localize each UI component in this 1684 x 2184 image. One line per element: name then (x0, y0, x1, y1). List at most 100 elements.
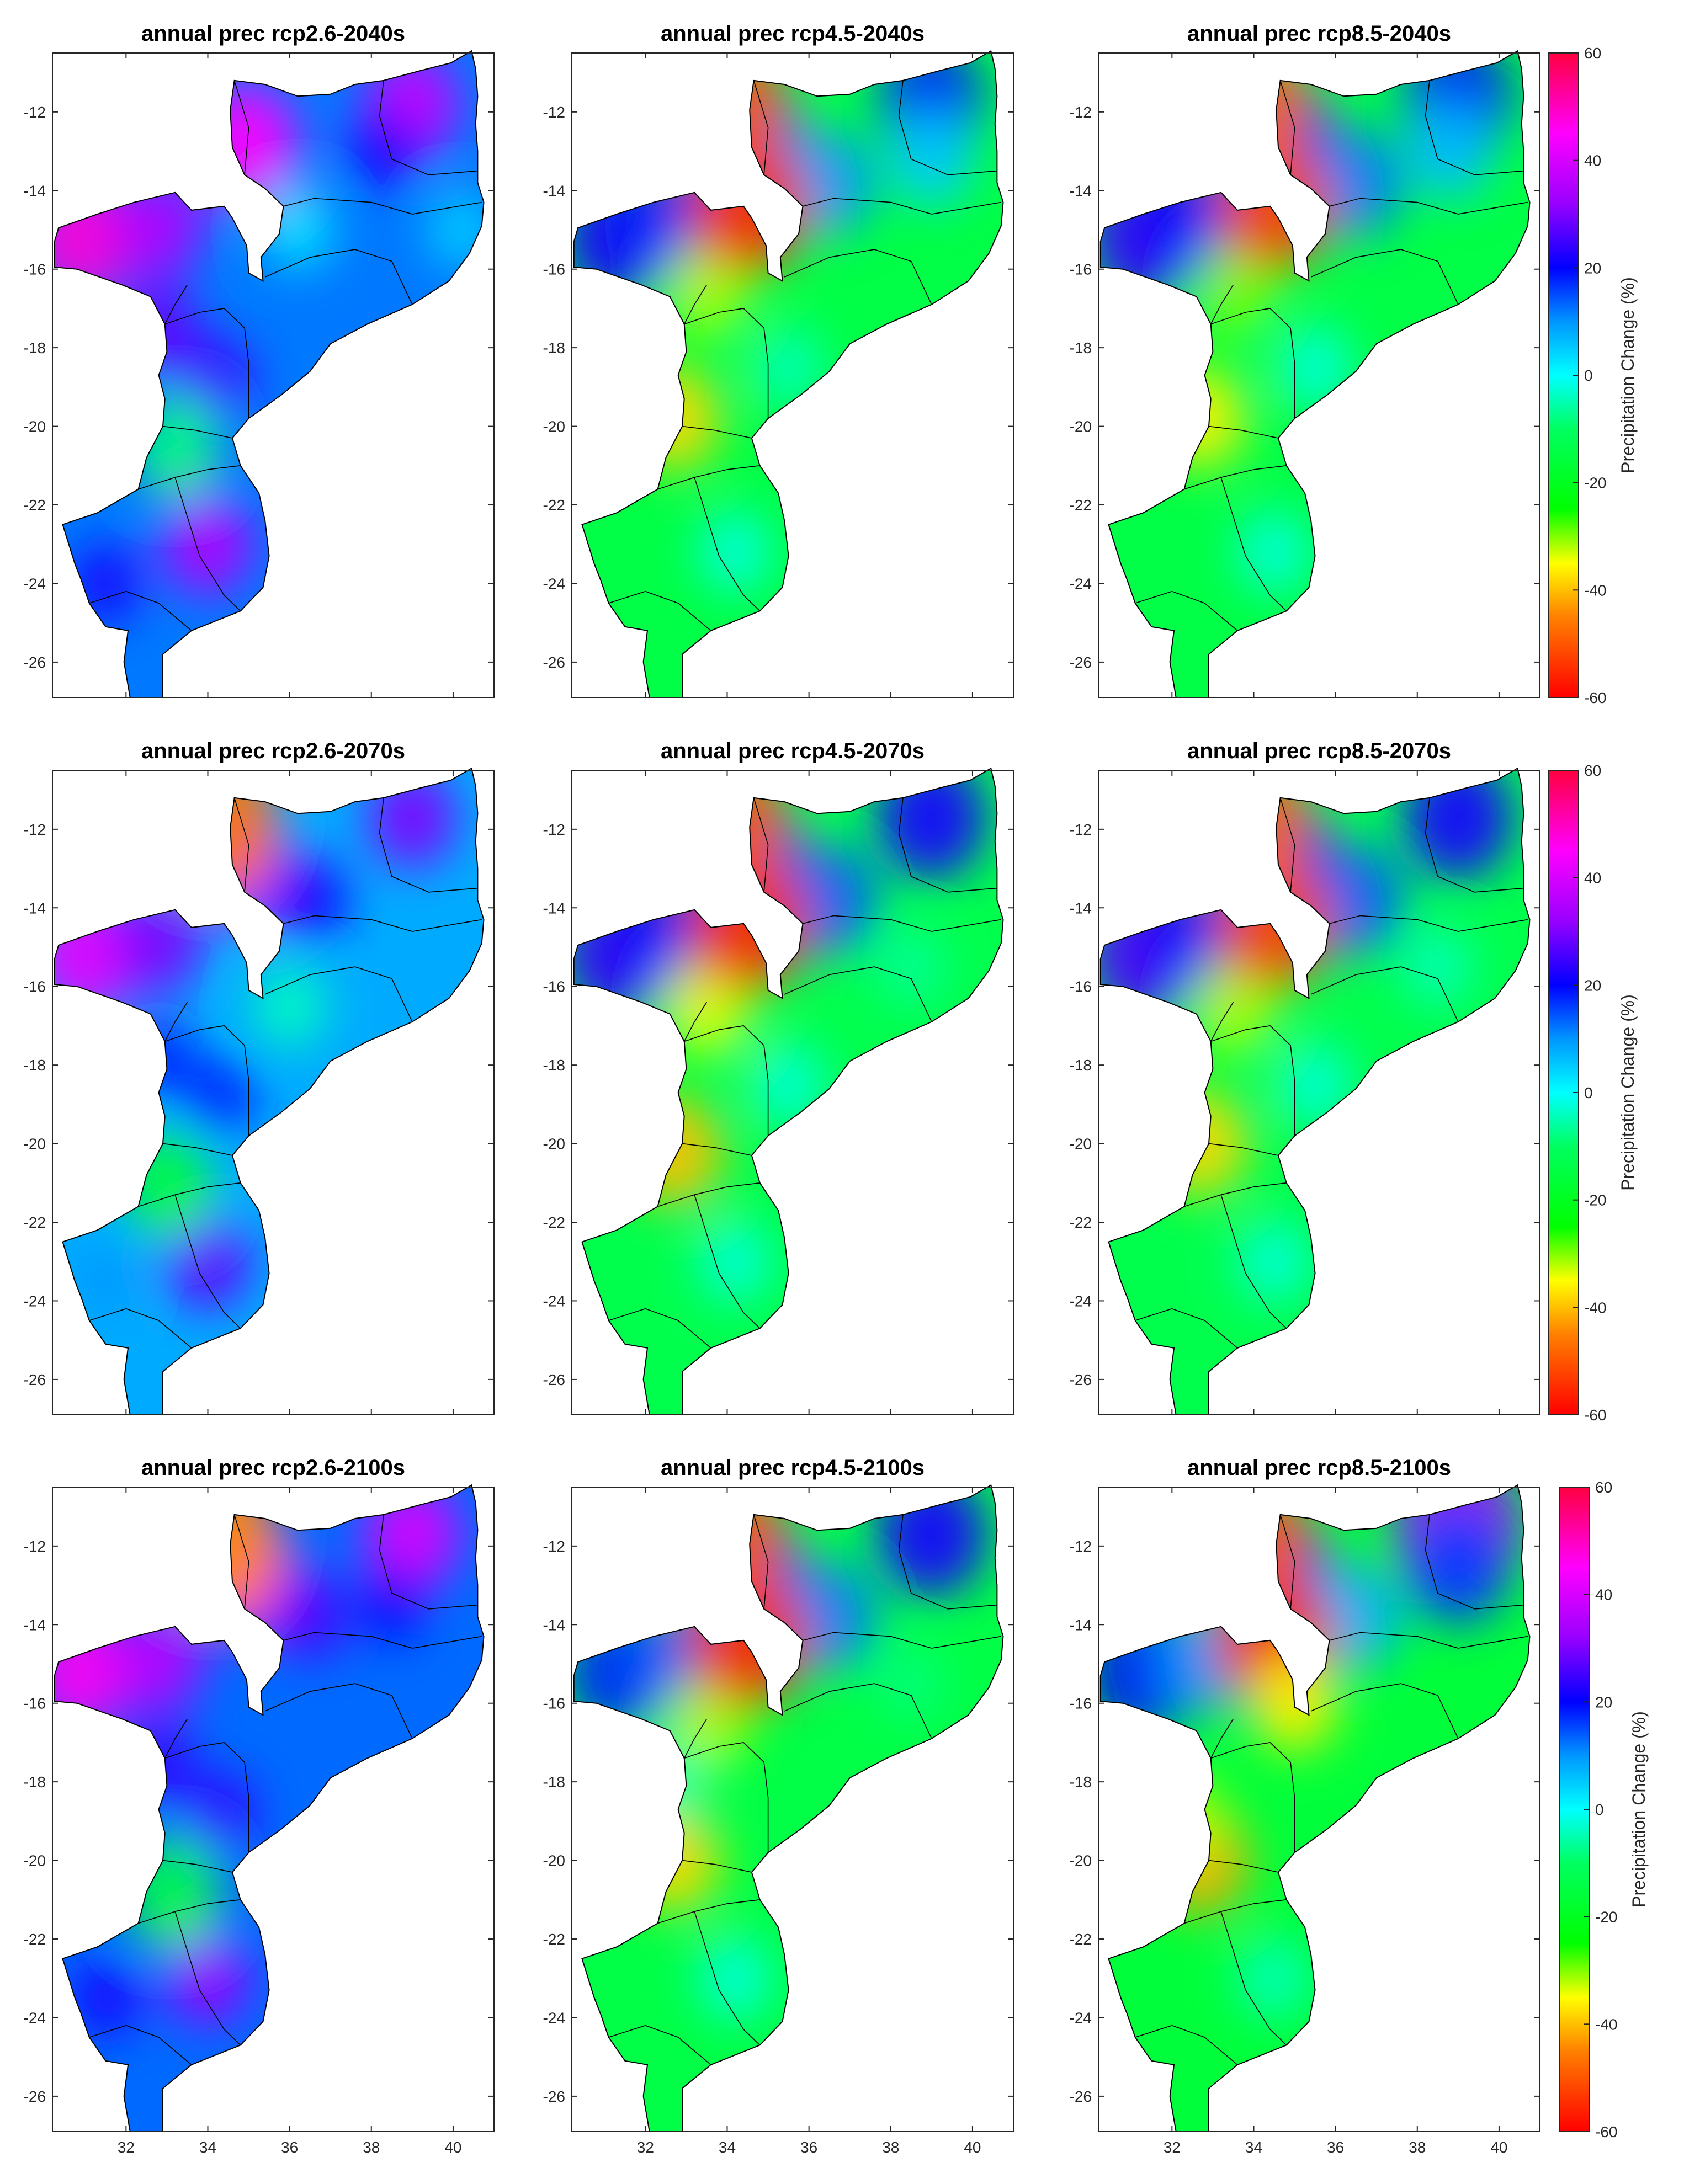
y-tick-label: -18 (1070, 339, 1092, 356)
province-border (1425, 80, 1524, 175)
colorbar-tick-label: -40 (1595, 2016, 1617, 2033)
y-tick-label: -20 (1070, 418, 1092, 435)
country-outline (1099, 50, 1531, 698)
province-border (1310, 966, 1459, 1022)
colorbar-tick-label: -20 (1584, 1192, 1606, 1209)
field-anomaly (1237, 1936, 1311, 2020)
province-border (657, 1182, 760, 1207)
country-outline (1099, 767, 1531, 1415)
province-border (1310, 1683, 1459, 1739)
x-tick-label: 32 (118, 2139, 135, 2156)
field-anomaly (1238, 1221, 1310, 1303)
province-border (379, 797, 478, 893)
field-anomaly (272, 856, 349, 944)
y-tick-label: -18 (24, 339, 46, 356)
province-border (694, 1911, 761, 2045)
y-tick-label: -22 (543, 497, 565, 514)
province-border (1184, 465, 1287, 490)
country-outline (573, 1484, 1004, 2132)
colorbar-tick-label: -60 (1584, 1407, 1606, 1424)
field-anomaly (753, 327, 824, 408)
x-tick-label: 34 (1245, 2139, 1262, 2156)
province-border (264, 966, 413, 1022)
province-border (89, 590, 192, 631)
province-border (164, 1025, 249, 1136)
province-border (1135, 590, 1238, 631)
province-border (283, 198, 482, 215)
axes-frame (1098, 770, 1540, 1415)
colorbar-label: Precipitation Change (%) (1618, 277, 1638, 473)
province-border (164, 1002, 188, 1042)
field-anomaly (252, 964, 327, 1048)
y-tick-label: -24 (543, 575, 565, 592)
province-border (1425, 1514, 1524, 1610)
colorbar-tick-label: 20 (1584, 977, 1601, 994)
colorbar-tick-label: 60 (1584, 762, 1601, 779)
country-outline (54, 1484, 485, 2132)
colorbar-tick-label: -60 (1595, 2123, 1617, 2140)
y-tick-label: -26 (24, 1371, 46, 1388)
province-border (608, 590, 711, 631)
x-tick-label: 36 (800, 2139, 817, 2156)
province-border (164, 1718, 188, 1759)
province-border (283, 1632, 482, 1649)
y-tick-label: -20 (24, 1852, 46, 1869)
province-border (1279, 80, 1295, 175)
y-tick-label: -26 (1070, 2088, 1092, 2105)
y-tick-label: -16 (1070, 978, 1092, 995)
colorbar-tick-label: 40 (1584, 870, 1601, 887)
province-border (608, 1308, 711, 1349)
province-border (1210, 1025, 1295, 1136)
province-border (1208, 1860, 1279, 1873)
y-tick-label: -26 (543, 2088, 565, 2105)
y-tick-label: -20 (1070, 1852, 1092, 1869)
province-border (684, 1025, 769, 1136)
x-tick-label: 36 (1327, 2139, 1344, 2156)
province-border (233, 80, 249, 175)
y-tick-label: -24 (543, 1292, 565, 1309)
colorbar-tick-label: 60 (1584, 45, 1601, 62)
y-tick-label: -16 (543, 261, 565, 278)
province-border (898, 1514, 997, 1610)
axes-frame (52, 52, 495, 698)
y-tick-label: -12 (1070, 104, 1092, 121)
y-tick-label: -24 (24, 2009, 46, 2026)
y-tick-label: -22 (1070, 497, 1092, 514)
province-border (1310, 249, 1459, 305)
panel-title: annual prec rcp2.6-2100s (141, 1456, 405, 1480)
axes-frame (571, 52, 1014, 698)
province-border (1184, 1899, 1287, 1924)
field-anomaly (71, 1958, 140, 2037)
y-tick-label: -16 (543, 978, 565, 995)
y-tick-label: -22 (24, 497, 46, 514)
province-border (784, 249, 932, 305)
field-anomaly (178, 336, 254, 422)
y-tick-label: -18 (1070, 1773, 1092, 1791)
province-border (164, 284, 188, 324)
field-anomaly (1405, 1506, 1511, 1626)
field-anomaly (272, 1574, 348, 1660)
field-anomaly (1278, 326, 1352, 409)
country-outline (54, 767, 485, 1415)
province-border (1184, 1182, 1287, 1207)
y-tick-label: -18 (24, 1773, 46, 1791)
y-tick-label: -14 (24, 899, 46, 917)
y-tick-label: -12 (24, 821, 46, 838)
y-tick-label: -16 (24, 1695, 46, 1712)
y-tick-label: -20 (543, 1136, 565, 1153)
y-tick-label: -22 (1070, 1931, 1092, 1948)
field-anomaly (1403, 928, 1473, 1006)
province-border (1220, 1911, 1287, 2045)
province-border (803, 1632, 1001, 1649)
province-border (164, 308, 249, 419)
y-tick-label: -22 (24, 1214, 46, 1231)
field-anomaly (878, 929, 944, 1004)
field-anomaly (698, 510, 772, 594)
province-border (1135, 1308, 1238, 1349)
y-tick-label: -14 (24, 1616, 46, 1633)
province-border (1329, 198, 1528, 215)
y-tick-label: -24 (24, 1292, 46, 1309)
y-tick-label: -24 (1070, 575, 1092, 592)
province-border (753, 1514, 769, 1609)
